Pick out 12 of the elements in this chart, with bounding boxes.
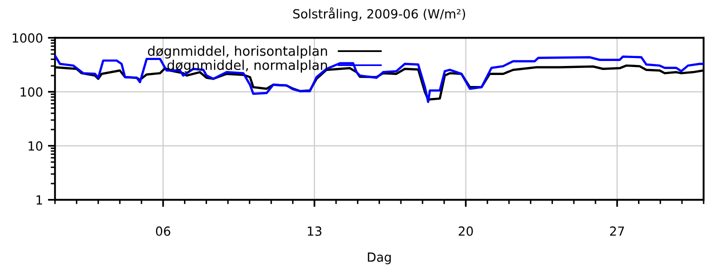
chart-title: Solstråling, 2009-06 (W/m²) (293, 7, 466, 21)
legend-label: døgnmiddel, horisontalplan (148, 46, 327, 58)
x-tick-label: 20 (458, 226, 473, 236)
y-tick-label: 10 (28, 141, 42, 151)
legend-label: døgnmiddel, normalplan (167, 60, 327, 73)
x-tick-label: 06 (156, 226, 170, 236)
x-axis-title: Dag (368, 252, 391, 264)
x-tick-label: 27 (610, 226, 624, 236)
x-tick-label: 13 (308, 226, 322, 236)
y-tick-label: 100 (20, 87, 42, 97)
y-tick-label: 1000 (12, 33, 42, 43)
y-tick-label: 1 (36, 195, 42, 205)
